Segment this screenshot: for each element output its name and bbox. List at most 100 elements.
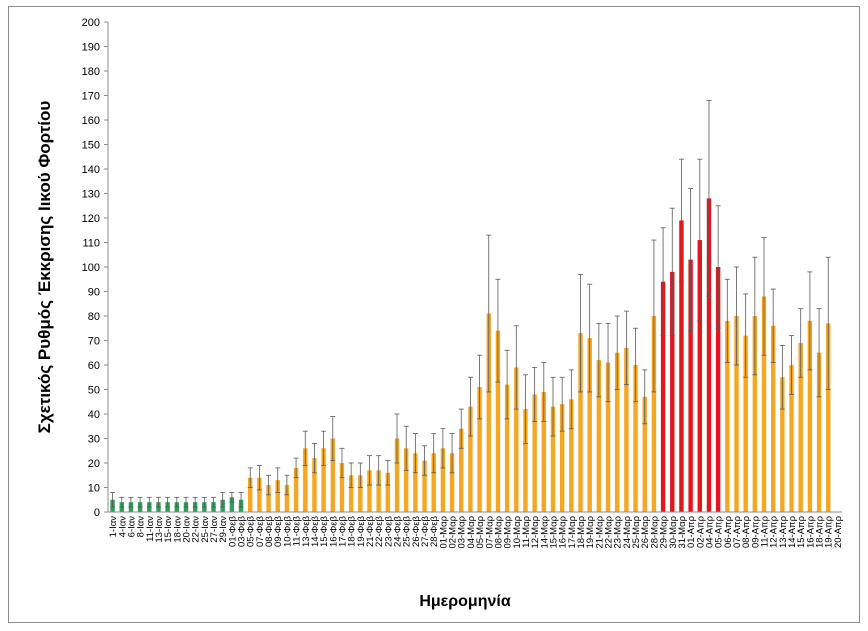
error-bar (238, 491, 244, 508)
x-tick-label: 26-Μαρ (640, 515, 651, 548)
x-tick-label: 28-Μαρ (649, 515, 660, 548)
error-bar (357, 462, 363, 488)
x-tick-label: 07-Μαρ (484, 515, 495, 548)
bar (816, 352, 822, 512)
error-bar (440, 428, 446, 469)
error-bar (165, 496, 171, 508)
error-bar (761, 237, 767, 356)
error-bar (128, 496, 134, 508)
error-bar (697, 158, 703, 322)
x-tick-label: 11-Μαρ (521, 515, 532, 547)
error-bar (183, 496, 189, 508)
error-bar (247, 467, 253, 488)
error-bar (752, 256, 758, 376)
error-bar (366, 455, 372, 486)
error-bar (541, 362, 547, 422)
y-tick-label: 40 (88, 409, 100, 421)
error-bar (789, 335, 795, 395)
x-tick-label: 18-Μαρ (576, 515, 587, 548)
x-tick-label: 19-Φεβ (356, 515, 367, 547)
bar (780, 377, 785, 512)
y-tick-label: 130 (82, 189, 100, 201)
error-bar (798, 308, 804, 378)
bar (660, 281, 666, 512)
error-bar (229, 491, 235, 503)
bar (532, 394, 537, 512)
y-tick-label: 80 (88, 311, 100, 323)
bar (440, 448, 446, 512)
error-bar (458, 408, 464, 449)
bar (826, 323, 831, 512)
x-tick-label: 21-Φεβ (365, 515, 376, 547)
y-tick-label: 0 (94, 507, 100, 519)
bar (523, 409, 528, 512)
x-tick-label: 16-Φεβ (328, 515, 339, 547)
bar (339, 463, 345, 512)
error-bar (192, 496, 198, 508)
error-bar (614, 315, 620, 390)
x-tick-label: 18-Απρ (815, 515, 826, 548)
x-tick-label: 16-Απρ (805, 515, 816, 548)
error-bar (825, 256, 831, 390)
bar (394, 438, 400, 512)
x-tick-label: 1-Ιαν (108, 516, 119, 538)
y-tick-label: 200 (82, 17, 100, 29)
bar (514, 367, 519, 512)
x-tick-label: 8-Ιαν (136, 516, 147, 538)
x-tick-label: 03-Φεβ (237, 515, 248, 547)
error-bar (339, 447, 345, 479)
bar (770, 325, 776, 512)
x-tick-label: 11-Απρ (760, 515, 771, 547)
error-bar (486, 234, 492, 393)
bar (431, 453, 436, 512)
x-tick-label: 05-Μαρ (475, 515, 486, 548)
bar (651, 316, 657, 512)
bar (807, 320, 813, 512)
bar (248, 477, 253, 512)
y-tick-label: 10 (88, 483, 100, 495)
x-tick-label: 09-Μαρ (503, 515, 514, 548)
error-bar (311, 442, 317, 474)
x-tick-label: 11-Ιαν (145, 516, 156, 542)
bar (422, 460, 427, 512)
error-bar (706, 100, 712, 297)
bar (284, 485, 290, 512)
bar (578, 333, 583, 512)
error-bar (155, 496, 161, 508)
y-tick-label: 120 (82, 213, 100, 225)
x-tick-label: 09-Φεβ (273, 515, 284, 547)
bar (559, 404, 565, 512)
bar (596, 360, 602, 512)
error-bar (422, 445, 428, 476)
error-bar (578, 273, 584, 393)
x-tick-label: 01-Απρ (686, 515, 697, 548)
y-tick-label: 90 (88, 287, 100, 299)
error-bar (807, 271, 813, 371)
bar (413, 453, 418, 512)
error-bar (119, 496, 125, 508)
x-tick-label: 23-Μαρ (613, 515, 624, 548)
x-tick-label: 06-Απρ (723, 515, 734, 548)
bar (367, 470, 372, 512)
y-tick-label: 70 (88, 336, 100, 348)
error-bar (779, 344, 785, 410)
error-bar (385, 460, 391, 486)
x-tick-label: 14-Απρ (787, 515, 798, 548)
x-tick-label: 25-Μαρ (631, 515, 642, 548)
x-tick-label: 02-Απρ (695, 515, 706, 548)
x-tick-label: 13-Απρ (778, 515, 789, 548)
y-tick-label: 160 (82, 115, 100, 127)
x-tick-label: 24-Μαρ (622, 515, 633, 548)
bar (376, 470, 381, 512)
x-tick-label: 14-Φεβ (310, 515, 321, 547)
axes (107, 22, 842, 513)
y-tick-label: 60 (88, 360, 100, 372)
error-bar (532, 367, 538, 422)
error-bar (284, 474, 290, 496)
x-tick-label: 07-Απρ (732, 515, 743, 548)
x-tick-label: 31-Μαρ (677, 515, 688, 548)
error-bars (110, 100, 831, 508)
x-tick-label: 24-Φεβ (393, 515, 404, 547)
x-tick-label: 15-Μαρ (548, 515, 559, 548)
bar (679, 220, 684, 512)
